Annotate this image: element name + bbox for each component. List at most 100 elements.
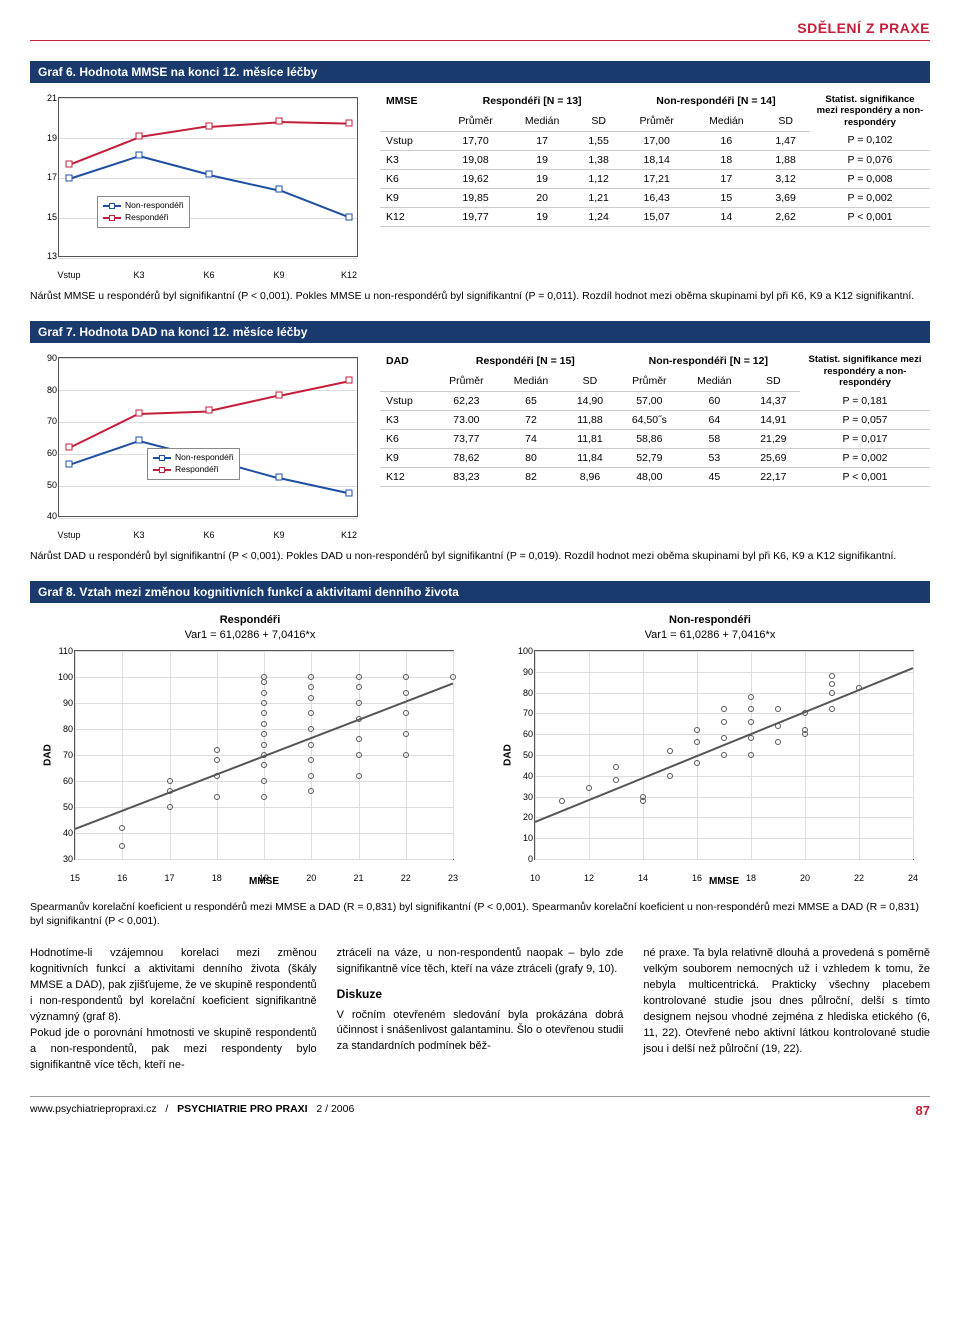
table-cell: 82 [499, 467, 564, 486]
table-cell: 53 [682, 448, 747, 467]
graf7-note: Nárůst DAD u respondérů byl signifikantn… [30, 549, 930, 563]
para: V ročním otevřeném sledování byla prokáz… [337, 1009, 624, 1053]
table-cell: 58,86 [617, 429, 682, 448]
th: Respondéři [N = 13] [442, 91, 622, 111]
table-cell: P = 0,002 [800, 448, 930, 467]
th: Statist. signifikance mezi respondéry a … [800, 351, 930, 391]
scatter-right-title: Non-respondéři Var1 = 61,0286 + 7,0416*x [490, 613, 930, 642]
table-cell: 16,43 [622, 188, 692, 207]
footer-sep: / [165, 1103, 168, 1115]
table-cell: 19 [509, 169, 576, 188]
table-cell: 57,00 [617, 391, 682, 410]
footer-site: www.psychiatriepropraxi.cz [30, 1103, 157, 1115]
th: Non-respondéři [N = 14] [622, 91, 810, 111]
table-cell: 18 [692, 150, 762, 169]
table-cell: 15 [692, 188, 762, 207]
graf7-chart: 405060708090VstupK3K6K9K12Non-respondéři… [58, 357, 358, 517]
table-cell: 17 [692, 169, 762, 188]
table-cell: 8,96 [563, 467, 616, 486]
table-cell: 1,88 [761, 150, 810, 169]
scatter-left-title: Respondéři Var1 = 61,0286 + 7,0416*x [30, 613, 470, 642]
table-cell: K9 [380, 188, 442, 207]
table-cell: K3 [380, 150, 442, 169]
table-cell: 19 [509, 150, 576, 169]
table-cell: P < 0,001 [810, 207, 930, 226]
th: Průměr [617, 371, 682, 391]
graf6-title: Graf 6. Hodnota MMSE na konci 12. měsíce… [30, 61, 930, 83]
table-cell: 1,38 [575, 150, 621, 169]
section-header: SDĚLENÍ Z PRAXE [30, 20, 930, 41]
table-cell: 11,88 [563, 410, 616, 429]
footer: www.psychiatriepropraxi.cz / PSYCHIATRIE… [30, 1096, 930, 1118]
table-cell: 1,55 [575, 131, 621, 150]
table-cell: 16 [692, 131, 762, 150]
heading-diskuze: Diskuze [337, 986, 624, 1003]
table-cell: K6 [380, 169, 442, 188]
table-cell: 17,00 [622, 131, 692, 150]
table-cell: P = 0,076 [810, 150, 930, 169]
equation: Var1 = 61,0286 + 7,0416*x [185, 629, 316, 641]
equation: Var1 = 61,0286 + 7,0416*x [645, 629, 776, 641]
col3: né praxe. Ta byla relativně dlouhá a pro… [643, 946, 930, 1074]
graf6-chart: 1315171921VstupK3K6K9K12Non-respondéřiRe… [58, 97, 358, 257]
th: Statist. signifikance mezi respondéry a … [810, 91, 930, 131]
table-cell: 14,91 [747, 410, 800, 429]
table-cell: 14,90 [563, 391, 616, 410]
graf8-wrap: Respondéři Var1 = 61,0286 + 7,0416*x 304… [30, 613, 930, 892]
th: SD [761, 111, 810, 131]
table-cell: 19,85 [442, 188, 509, 207]
table-cell: 20 [509, 188, 576, 207]
th: Respondéři [N = 15] [434, 351, 617, 371]
table-cell: 1,21 [575, 188, 621, 207]
th: Průměr [442, 111, 509, 131]
scatter-right: 01020304050607080901001012141618202224DA… [534, 650, 914, 860]
graf8-title: Graf 8. Vztah mezi změnou kognitivních f… [30, 581, 930, 603]
table-cell: 73,77 [434, 429, 499, 448]
th: Medián [692, 111, 762, 131]
scatter-left: 30405060708090100110151617181920212223DA… [74, 650, 454, 860]
table-cell: P = 0,181 [800, 391, 930, 410]
th: Medián [509, 111, 576, 131]
graf7-row: 405060708090VstupK3K6K9K12Non-respondéři… [30, 351, 930, 537]
table-cell: 2,62 [761, 207, 810, 226]
th: Medián [682, 371, 747, 391]
table-cell: P = 0,057 [800, 410, 930, 429]
th: Non-respondéři [N = 12] [617, 351, 800, 371]
graf7-title: Graf 7. Hodnota DAD na konci 12. měsíce … [30, 321, 930, 343]
table-cell: 64 [682, 410, 747, 429]
table-cell: 80 [499, 448, 564, 467]
body-text: Hodnotíme-li vzájemnou korelaci mezi změ… [30, 946, 930, 1074]
table-cell: 22,17 [747, 467, 800, 486]
th: Medián [499, 371, 564, 391]
graf6-row: 1315171921VstupK3K6K9K12Non-respondéřiRe… [30, 91, 930, 277]
table-cell: K9 [380, 448, 434, 467]
th: SD [563, 371, 616, 391]
group-label: Respondéři [220, 614, 281, 626]
table-cell: 1,12 [575, 169, 621, 188]
table-cell: P < 0,001 [800, 467, 930, 486]
table-cell: 3,69 [761, 188, 810, 207]
table-cell: P = 0,002 [810, 188, 930, 207]
table-cell: 58 [682, 429, 747, 448]
table-cell: 45 [682, 467, 747, 486]
table-cell: 62,23 [434, 391, 499, 410]
graf8-note: Spearmanův korelační koeficient u respon… [30, 900, 930, 928]
table-cell: 18,14 [622, 150, 692, 169]
table-cell: K12 [380, 207, 442, 226]
col2: ztráceli na váze, u non-respondentů naop… [337, 946, 624, 1074]
table-cell: P = 0,008 [810, 169, 930, 188]
table-cell: 3,12 [761, 169, 810, 188]
th: Průměr [622, 111, 692, 131]
table-cell: 1,24 [575, 207, 621, 226]
table-cell: 19,77 [442, 207, 509, 226]
table-cell: 1,47 [761, 131, 810, 150]
table-cell: P = 0,102 [810, 131, 930, 150]
table-cell: 73.00 [434, 410, 499, 429]
th: DAD [380, 351, 434, 371]
footer-issue: 2 / 2006 [316, 1103, 354, 1115]
page-number: 87 [916, 1103, 930, 1118]
table-cell: 17,21 [622, 169, 692, 188]
graf6-note: Nárůst MMSE u respondérů byl signifikant… [30, 289, 930, 303]
group-label: Non-respondéři [669, 614, 751, 626]
table-cell: 19,62 [442, 169, 509, 188]
